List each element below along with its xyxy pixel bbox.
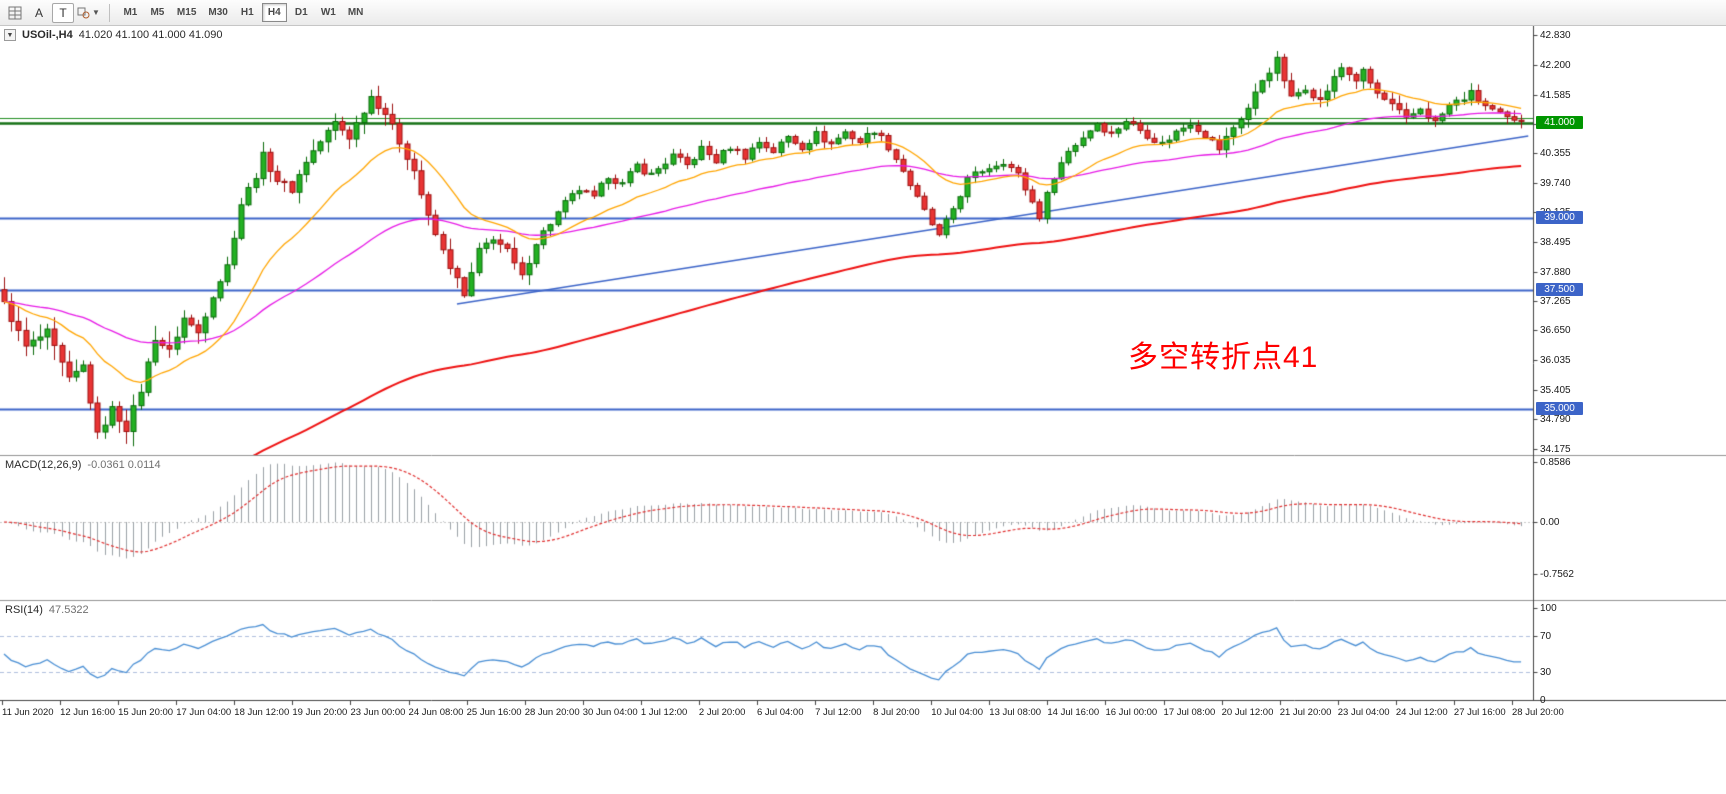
rsi-panel-header: RSI(14) 47.5322 [5,604,89,616]
shapes-tool-dropdown[interactable]: ▼ [76,3,101,23]
timeframe-h4-button[interactable]: H4 [261,3,287,22]
macd-values: -0.0361 0.0114 [87,459,161,471]
macd-title: MACD(12,26,9) [5,459,82,471]
text-tool-button[interactable]: T [52,2,74,23]
grid-icon [8,6,22,19]
collapse-triangle-icon: ▼ [6,31,14,39]
chart-grid-icon[interactable] [4,3,26,23]
macd-panel-header: MACD(12,26,9) -0.0361 0.0114 [5,459,161,471]
ohlc-values: 41.020 41.100 41.000 41.090 [78,29,223,41]
rsi-value: 47.5322 [48,604,89,616]
price-chart-canvas[interactable] [0,26,1726,794]
main-chart-header: ▼ USOil-,H4 41.020 41.100 41.000 41.090 [4,29,222,41]
symbol-period-label: USOil-,H4 [22,29,73,41]
chart-window: 42.830 42.200 41.585 40.970 40.355 39.740 39.1… [0,26,1726,794]
timeframe-m15-button[interactable]: M15 [172,3,201,22]
shapes-icon [77,7,90,19]
timeframe-mn-button[interactable]: MN [343,3,369,22]
timeframe-m5-button[interactable]: M5 [145,3,170,22]
collapse-chart-button[interactable]: ▼ [4,29,16,41]
toolbar-separator [108,3,110,22]
timeframe-w1-button[interactable]: W1 [316,3,341,22]
arrow-text-tool-button[interactable]: A [34,5,43,20]
caret-down-icon: ▼ [92,8,100,17]
rsi-title: RSI(14) [5,604,43,616]
chart-annotation-text: 多空转折点41 [1128,341,1319,374]
timeframe-d1-button[interactable]: D1 [289,3,314,22]
timeframe-m30-button[interactable]: M30 [203,3,232,22]
timeframe-m1-button[interactable]: M1 [118,3,143,22]
timeframe-h1-button[interactable]: H1 [235,3,260,22]
toolbar: A T ▼ M1 M5 M15 M30 H1 H4 D1 W1 MN [0,0,1726,26]
